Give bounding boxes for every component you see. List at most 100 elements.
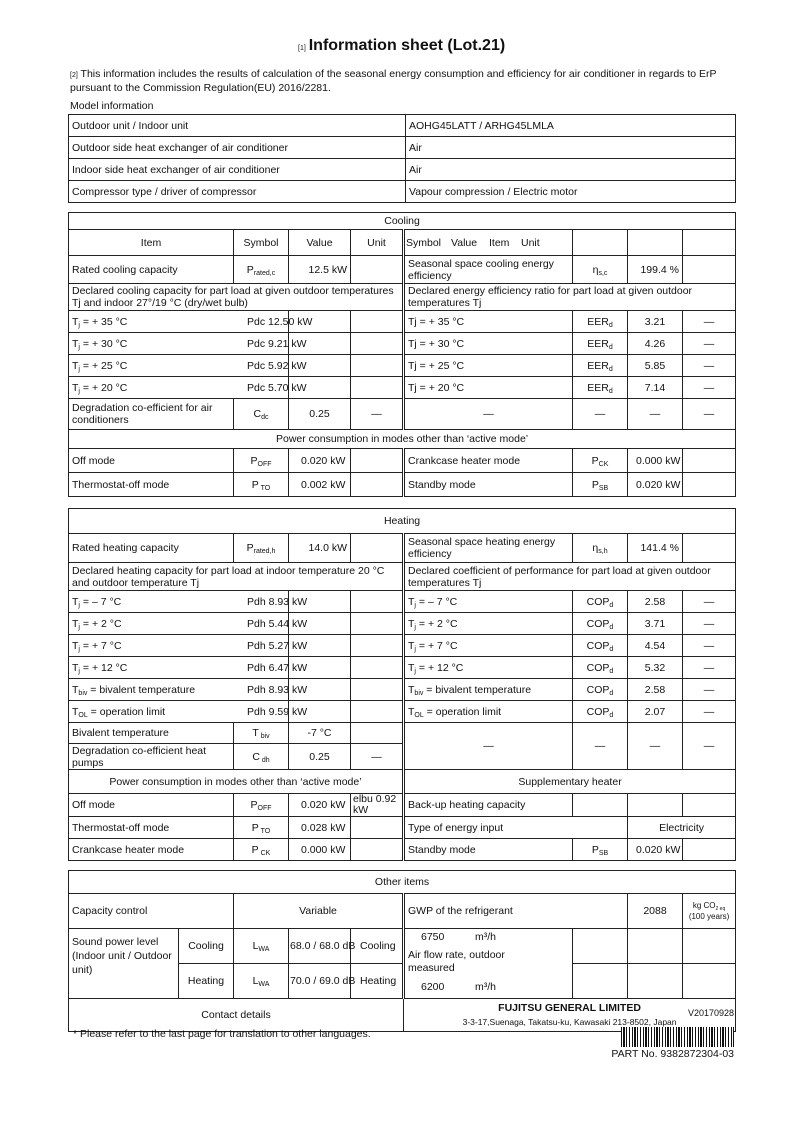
row-value: Vapour compression / Electric motor [405, 180, 736, 203]
company-address: 3-3-17,Suenaga, Takatsu-ku, Kawasaki 213… [462, 1017, 677, 1027]
symbol: C dh [233, 743, 289, 770]
table-row: Degradation co-efficient for air conditi… [68, 398, 737, 430]
dash: — [572, 398, 628, 430]
value: 141.4 % [627, 533, 683, 563]
table-row: Tbiv = bivalent temperature Pdh 8.93 kW Tb… [68, 678, 737, 701]
unit: — [681, 634, 737, 657]
unit: — [681, 700, 737, 723]
symbol: P TO [233, 472, 289, 497]
value: 6200 [421, 981, 445, 993]
model-table: Outdoor unit / Indoor unit AOHG45LATT / A… [68, 114, 736, 203]
unit: — [350, 398, 404, 430]
value: 0.000 kW [288, 838, 351, 861]
col-header-right: Symbol Value Item Unit [402, 229, 573, 256]
row-label: Tj = + 35 °C Pdc 12.50 kW [68, 310, 312, 333]
title-block: [1] Information sheet (Lot.21) [298, 37, 505, 55]
row-label: Seasonal space cooling energy efficiency [402, 255, 573, 284]
row-label: Tj = + 20 °C Pdc 5.70 kW [68, 376, 307, 399]
symbol: PCK [572, 448, 628, 473]
row-label: Tbiv = bivalent temperature [402, 678, 573, 701]
symbol: COPd [572, 656, 628, 679]
table-row: Off mode POFF 0.020 kW Crankcase heater mod… [68, 448, 737, 473]
value: 0.020 kW [627, 838, 683, 861]
value: 5.32 [627, 656, 683, 679]
intro-text: [2] This information includes the result… [70, 68, 730, 95]
intro-paragraph: This information includes the results of… [70, 68, 717, 94]
unit: — [350, 743, 404, 770]
table-row: Tj = + 25 °C Pdc 5.92 kW Tj = + 25 °C EERd 5… [68, 354, 737, 377]
row-label: Capacity control [68, 893, 234, 929]
value: 7.14 [627, 376, 683, 399]
table-row: Tj = + 35 °C Pdc 12.50 kW Tj = + 35 °C EERd… [68, 310, 737, 333]
row-label: Off mode [68, 448, 234, 473]
section-title: Other items [67, 870, 737, 894]
row-label: Off mode [68, 793, 234, 817]
unit: — [681, 310, 737, 333]
row-label: Tj = – 7 °C Pdh 8.93 kW [68, 590, 307, 613]
row-label: Crankcase heater mode [402, 448, 573, 473]
value: 0.020 kW [288, 793, 351, 817]
symbol: EERd [572, 310, 628, 333]
value: 3.21 [627, 310, 683, 333]
table-row: Tj = + 2 °C Pdh 5.44 kW Tj = + 2 °C COPd 3.7… [68, 612, 737, 635]
unit: — [681, 612, 737, 635]
declared-note: Declared energy efficiency ratio for par… [401, 283, 737, 311]
symbol: ηs,h [572, 533, 628, 563]
symbol: LWA [233, 963, 289, 999]
subsection-title: Power consumption in modes other than ‘a… [68, 769, 404, 794]
symbol: POFF [233, 448, 289, 473]
dash: — [681, 398, 737, 430]
col-header: Symbol [406, 236, 442, 249]
value: 0.020 kW [288, 448, 351, 473]
value: 68.0 / 68.0 dB [288, 928, 355, 964]
row-label: Tj = + 30 °C Pdc 9.21 kW [68, 332, 307, 355]
airflow-cell: 6750 m³/h Air flow rate, outdoor measure… [402, 928, 573, 999]
symbol: P CK [233, 838, 289, 861]
other-items-table: Other items Capacity control Variable GW… [67, 870, 737, 1032]
row-label: Tj = + 2 °C [402, 612, 573, 635]
table-row: Tj = + 30 °C Pdc 9.21 kW Tj = + 30 °C EERd 4… [68, 332, 737, 355]
subsection-title: Supplementary heater [401, 769, 737, 794]
table-row: Compressor type / driver of compressor Va… [68, 180, 736, 203]
table-row: Tj = + 20 °C Pdc 5.70 kW Tj = + 20 °C EERd 7… [68, 376, 737, 399]
row-label: TOL = operation limit [402, 700, 573, 723]
value: 12.5 kW [288, 255, 351, 284]
header-row: Item Symbol Value Unit Symbol Value Item… [68, 229, 737, 256]
row-label: Tj = – 7 °C [402, 590, 573, 613]
unit: m³/h [475, 931, 496, 943]
symbol: LWA [233, 928, 289, 964]
row-label: Tj = + 12 °C [402, 656, 573, 679]
row-label: Tj = + 25 °C Pdc 5.92 kW [68, 354, 307, 377]
row-label: Indoor side heat exchanger of air condit… [68, 158, 406, 181]
row-label: Crankcase heater mode [68, 838, 234, 861]
symbol: ηs,c [572, 255, 628, 284]
row-label: Standby mode [402, 472, 573, 497]
unit: Heating [350, 963, 404, 999]
unit: — [681, 354, 737, 377]
col-header: Value [288, 229, 351, 256]
row-label: Tj = + 20 °C [402, 376, 573, 399]
unit: — [681, 590, 737, 613]
row-label: Tj = + 2 °C Pdh 5.44 kW [68, 612, 307, 635]
value: 3.71 [627, 612, 683, 635]
value: 2.07 [627, 700, 683, 723]
declared-note: Declared heating capacity for part load … [68, 562, 404, 591]
section-title: Heating [67, 508, 737, 534]
table-row: TOL = operation limit Pdh 9.59 kW TOL = op… [68, 700, 737, 723]
row-label: Tj = + 30 °C [402, 332, 573, 355]
row-label: Outdoor unit / Indoor unit [68, 114, 406, 137]
table-row: Indoor side heat exchanger of air condit… [68, 158, 736, 181]
value: 0.020 kW [627, 472, 683, 497]
table-row: Outdoor side heat exchanger of air condi… [68, 136, 736, 159]
row-label: Degradation co-efficient heat pumps [68, 743, 234, 770]
value: 4.26 [627, 332, 683, 355]
col-header: Symbol [233, 229, 289, 256]
table-row: Thermostat-off mode P TO 0.002 kW Standby m… [68, 472, 737, 497]
row-label: Seasonal space heating energy efficiency [402, 533, 573, 563]
symbol: PSB [572, 838, 628, 861]
table-row: Contact details FUJITSU GENERAL LIMITED 3… [68, 998, 737, 1032]
symbol: PSB [572, 472, 628, 497]
dash: — [402, 398, 573, 430]
value: 0.002 kW [288, 472, 351, 497]
value: 0.25 [288, 743, 351, 770]
